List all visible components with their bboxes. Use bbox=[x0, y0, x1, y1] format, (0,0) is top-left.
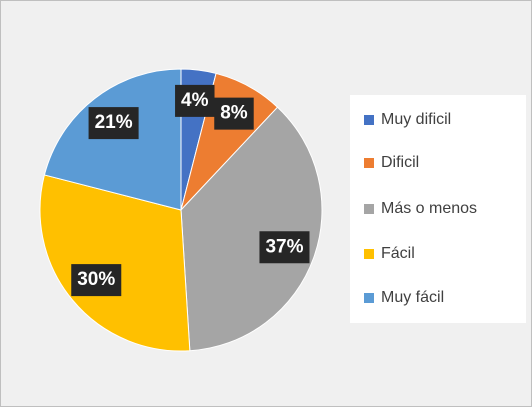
data-label: 30% bbox=[77, 269, 115, 290]
data-label: 8% bbox=[220, 103, 248, 124]
pie-slice bbox=[39, 174, 191, 352]
legend-box bbox=[350, 95, 526, 323]
legend-swatch bbox=[364, 158, 374, 168]
legend-label: Muy fácil bbox=[381, 289, 444, 306]
pie-slice bbox=[180, 106, 323, 352]
legend-swatch bbox=[364, 293, 374, 303]
legend-swatch bbox=[364, 115, 374, 125]
legend-swatch bbox=[364, 249, 374, 259]
data-label-box bbox=[175, 84, 215, 117]
data-label: 37% bbox=[265, 236, 303, 257]
legend-label: Dificil bbox=[381, 154, 419, 171]
legend-label: Muy dificil bbox=[381, 111, 451, 128]
data-label-box bbox=[259, 231, 310, 264]
pie-slice bbox=[43, 68, 182, 211]
legend-label: Fácil bbox=[381, 245, 415, 262]
legend-swatch bbox=[364, 204, 374, 214]
data-label-box bbox=[88, 107, 139, 140]
legend-label: Más o menos bbox=[381, 200, 477, 217]
data-label: 4% bbox=[181, 90, 209, 111]
data-label: 21% bbox=[95, 112, 133, 133]
data-label-box bbox=[71, 264, 122, 297]
data-label-box bbox=[214, 97, 254, 130]
